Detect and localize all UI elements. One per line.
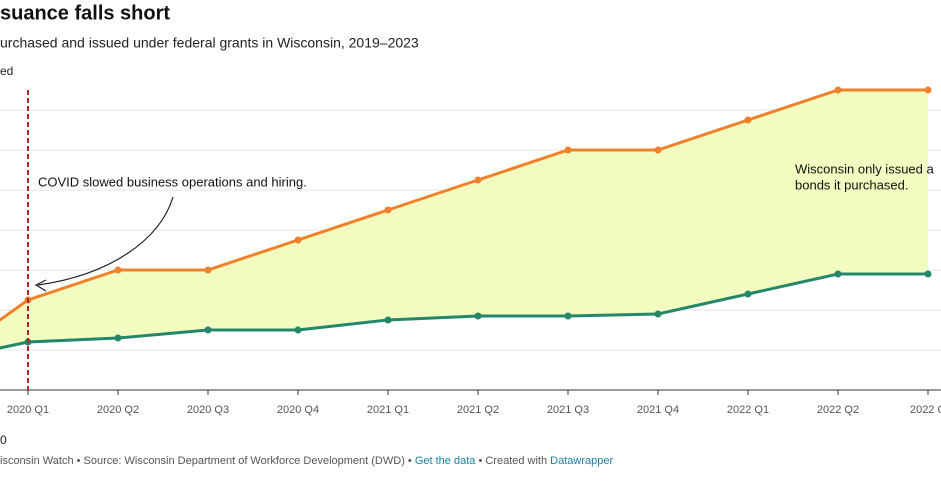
- point: [114, 266, 122, 274]
- footer: isconsin Watch • Source: Wisconsin Depar…: [0, 455, 613, 467]
- annotations: COVID slowed business operations and hir…: [38, 161, 934, 192]
- point: [204, 266, 212, 274]
- y-axis-label: ed: [0, 64, 13, 78]
- point: [294, 236, 302, 244]
- arrow-head: [34, 279, 47, 292]
- x-note: 0: [0, 433, 7, 447]
- x-tick-label: 2021 Q3: [547, 404, 589, 416]
- footer-link[interactable]: Datawrapper: [550, 455, 613, 467]
- annotation: bonds it purchased.: [795, 177, 908, 192]
- x-tick-label: 2020 Q1: [7, 404, 49, 416]
- series-line: [0, 88, 928, 322]
- point: [924, 86, 932, 94]
- point: [834, 270, 842, 278]
- series-line: [0, 272, 928, 350]
- x-tick-label: 2021 Q1: [367, 404, 409, 416]
- plot: [0, 86, 932, 350]
- point: [564, 146, 572, 154]
- point: [384, 316, 392, 324]
- annotation: COVID slowed business operations and hir…: [38, 174, 307, 189]
- chart-subtitle: urchased and issued under federal grants…: [0, 35, 419, 51]
- chart-title: suance falls short: [0, 2, 170, 24]
- footer-link[interactable]: Get the data: [415, 455, 476, 467]
- gap-area: [0, 90, 928, 348]
- point: [564, 312, 572, 320]
- point: [384, 206, 392, 214]
- x-tick-label: 2022 Q1: [727, 404, 769, 416]
- point: [474, 176, 482, 184]
- footer-source: isconsin Watch • Source: Wisconsin Depar…: [0, 455, 415, 467]
- annotation-arrow: [37, 196, 174, 286]
- annotation: Wisconsin only issued a: [795, 161, 934, 176]
- point: [654, 146, 662, 154]
- x-tick-label: 2021 Q4: [637, 404, 679, 416]
- point: [924, 270, 932, 278]
- point: [114, 334, 122, 342]
- x-tick-label: 2020 Q3: [187, 404, 229, 416]
- x-tick-label: 2022 Q2: [817, 404, 859, 416]
- point: [744, 290, 752, 298]
- point: [204, 326, 212, 334]
- point: [654, 310, 662, 318]
- x-tick-label: 2020 Q4: [277, 404, 319, 416]
- point: [474, 312, 482, 320]
- x-tick-label: 2021 Q2: [457, 404, 499, 416]
- x-tick-label: 2022 Q: [910, 404, 941, 416]
- point: [744, 116, 752, 124]
- footer-text: • Created with: [475, 455, 550, 467]
- point: [834, 86, 842, 94]
- x-tick-label: 2020 Q2: [97, 404, 139, 416]
- point: [294, 326, 302, 334]
